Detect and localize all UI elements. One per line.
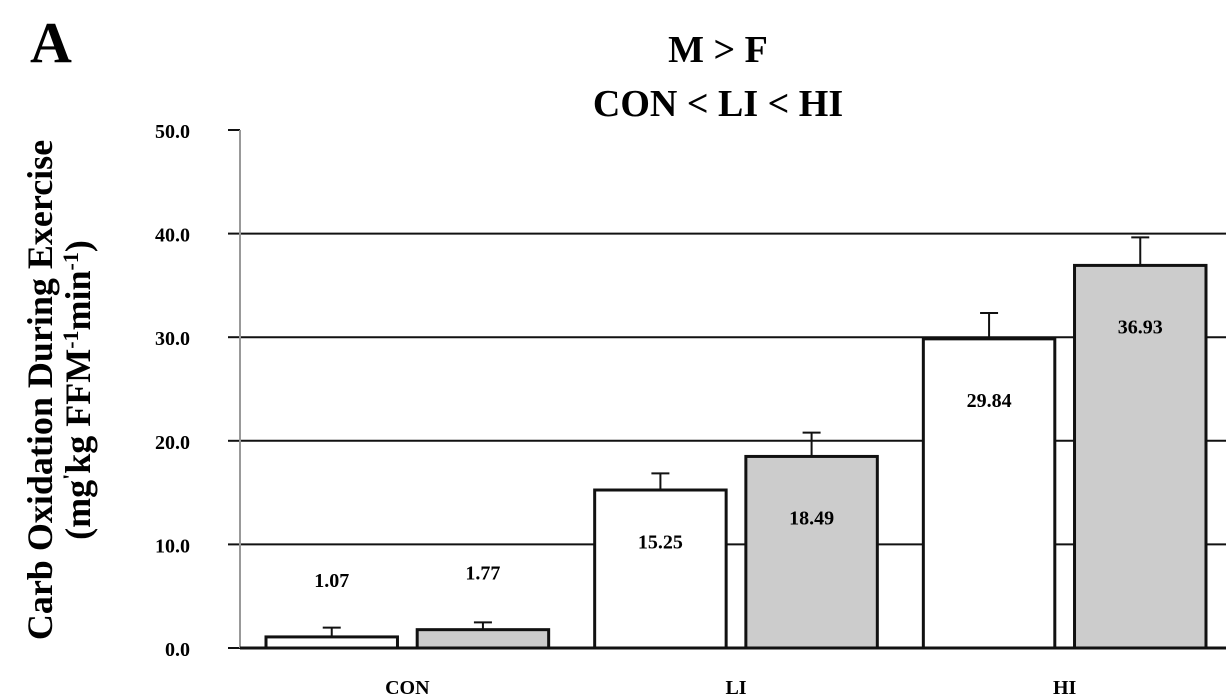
y-axis-title: Carb Oxidation During Exercise (mg'kg FF…: [20, 140, 98, 640]
bars: [264, 236, 1208, 650]
panel-label: A: [30, 10, 72, 75]
ylabel-part: kg FFM: [58, 349, 98, 474]
chart-subtitle: CON < LI < HI: [593, 83, 843, 125]
bar-value-label: 1.07: [314, 570, 349, 592]
bar-value-label: 29.84: [967, 390, 1012, 412]
x-tick-label: LI: [725, 677, 746, 699]
y-axis-title-line1: Carb Oxidation During Exercise: [20, 140, 60, 640]
bar-value-label: 36.93: [1118, 316, 1163, 338]
gridlines: [240, 232, 1226, 546]
bar-value-label: 1.77: [465, 563, 500, 585]
ylabel-part: -1: [58, 330, 83, 348]
bar: [415, 628, 551, 650]
bar: [744, 454, 879, 650]
bar-value-label: 15.25: [638, 532, 683, 554]
bar: [593, 488, 728, 650]
labels: 0.0 10.0 20.0 30.0 40.0 50.0 1.07 1.77 CON 15.25 1…: [155, 121, 1163, 699]
y-tick-label: 50.0: [155, 121, 190, 143]
ylabel-part: ': [58, 474, 83, 480]
chart-title: M > F: [668, 29, 768, 71]
x-tick-label: CON: [385, 677, 430, 699]
bar-value-label: 18.49: [789, 507, 834, 529]
y-tick-label: 20.0: [155, 432, 190, 454]
y-axis-title-line2: (mg'kg FFM-1min-1): [58, 240, 99, 540]
y-tick-label: 30.0: [155, 328, 190, 350]
ylabel-part: min: [58, 270, 98, 330]
ylabel-part: ): [58, 240, 98, 252]
axes: [228, 129, 1226, 650]
ylabel-part: -1: [58, 252, 83, 270]
bar: [264, 635, 399, 650]
bar: [921, 337, 1057, 650]
y-tick-label: 0.0: [165, 639, 190, 661]
x-tick-label: HI: [1053, 677, 1077, 699]
y-tick-label: 40.0: [155, 225, 190, 247]
ylabel-part: (mg: [58, 480, 98, 540]
y-tick-label: 10.0: [155, 535, 190, 557]
